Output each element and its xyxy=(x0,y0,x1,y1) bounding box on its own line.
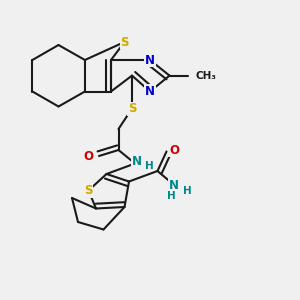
Text: CH₃: CH₃ xyxy=(195,70,216,81)
Text: S: S xyxy=(120,35,129,49)
Text: O: O xyxy=(169,143,179,157)
Text: H: H xyxy=(167,190,176,201)
Text: H: H xyxy=(145,161,154,171)
Text: N: N xyxy=(131,154,142,168)
Text: N: N xyxy=(145,53,155,67)
Text: N: N xyxy=(169,178,179,192)
Text: S: S xyxy=(128,102,136,115)
Text: N: N xyxy=(145,85,155,98)
Text: S: S xyxy=(84,184,93,197)
Text: H: H xyxy=(182,186,191,196)
Text: O: O xyxy=(84,149,94,163)
